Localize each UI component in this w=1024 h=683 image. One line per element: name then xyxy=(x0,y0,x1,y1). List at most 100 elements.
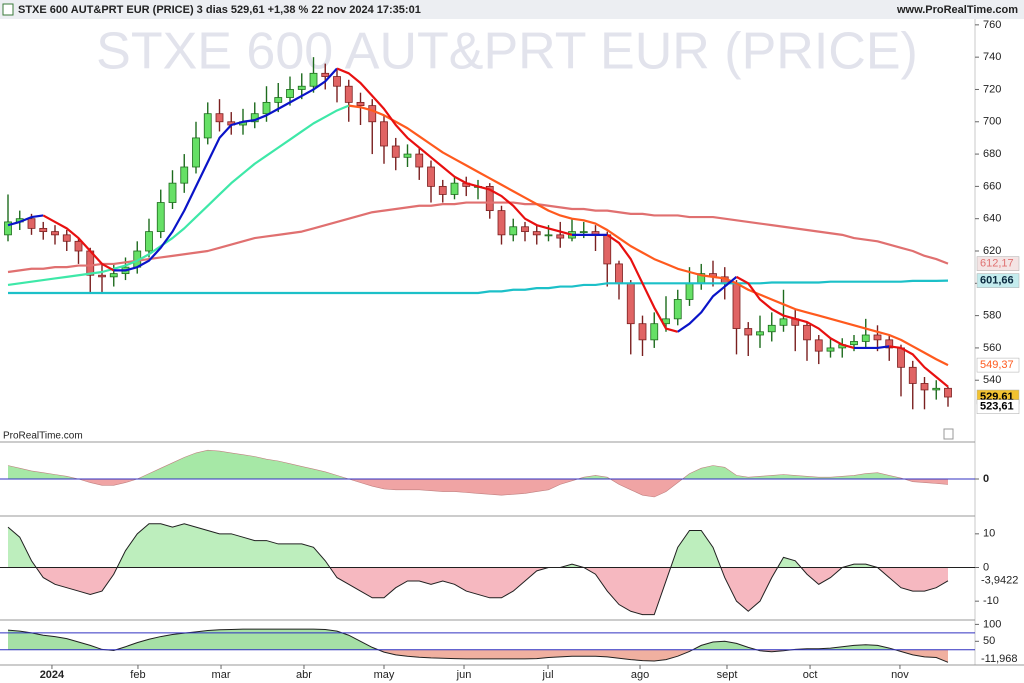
line xyxy=(113,67,338,272)
line xyxy=(889,345,949,388)
y-tick-label: 560 xyxy=(983,342,1001,354)
candle-body xyxy=(145,231,153,252)
candle-body xyxy=(861,334,870,342)
x-tick-label: oct xyxy=(803,669,818,681)
candle-body xyxy=(767,324,776,333)
line xyxy=(8,279,949,295)
brand: ProRealTime.com xyxy=(3,431,83,442)
area-up xyxy=(8,629,948,650)
source: www.ProRealTime.com xyxy=(896,4,1018,16)
candle-body xyxy=(391,145,400,158)
candle-body xyxy=(732,282,741,329)
line xyxy=(7,523,949,616)
candle-body xyxy=(380,121,388,147)
candle-body xyxy=(4,221,12,236)
line xyxy=(7,104,350,287)
y-tick-label: -10 xyxy=(983,595,999,607)
value-label: 612,17 xyxy=(980,258,1014,270)
y-tick-label: 10 xyxy=(983,528,995,540)
x-tick-label: ago xyxy=(631,669,649,681)
y-tick-label: 540 xyxy=(983,374,1001,386)
value-box xyxy=(976,357,1020,373)
area-down xyxy=(105,649,948,663)
candle-body xyxy=(356,101,365,107)
candle-body xyxy=(603,234,612,265)
y-tick-label: 0 xyxy=(983,561,989,573)
chart-title: STXE 600 AUT&PRT EUR (PRICE) 3 dias 529,… xyxy=(18,4,421,16)
candle-body xyxy=(685,282,694,300)
candle-body xyxy=(274,97,283,103)
y-tick-label: 100 xyxy=(983,618,1001,630)
candle-body xyxy=(344,85,353,103)
candle-body xyxy=(850,341,858,346)
candle-body xyxy=(450,182,459,195)
candle-body xyxy=(920,383,929,391)
candle-body xyxy=(27,218,36,229)
line xyxy=(606,233,679,333)
area-up xyxy=(8,523,948,568)
candle-body xyxy=(403,153,412,158)
x-tick-label: abr xyxy=(296,669,312,681)
area-down xyxy=(8,567,948,615)
candle-body xyxy=(626,282,635,325)
candle-body xyxy=(650,323,659,341)
icon xyxy=(2,3,14,16)
y-tick-label: 0 xyxy=(983,473,989,485)
candle-body xyxy=(885,339,894,349)
x-tick-label: jul xyxy=(542,669,554,681)
candle-body xyxy=(438,185,447,195)
x-tick-label: feb xyxy=(130,669,145,681)
candle-body xyxy=(944,387,952,398)
candle-body xyxy=(556,234,565,239)
area-edge xyxy=(7,449,949,498)
candle-body xyxy=(203,113,212,139)
candle-body xyxy=(215,113,224,123)
value-label: 523,61 xyxy=(980,401,1014,413)
y-tick-label: 700 xyxy=(983,116,1001,128)
y-tick-label: 50 xyxy=(983,635,995,647)
candle-body xyxy=(297,85,306,90)
candle-body xyxy=(615,263,623,284)
candle-body xyxy=(109,273,118,278)
line xyxy=(854,345,890,350)
candle-body xyxy=(521,226,529,233)
candle-body xyxy=(427,166,435,187)
candle-body xyxy=(873,334,882,341)
line xyxy=(348,104,949,367)
y-tick-label: 640 xyxy=(983,213,1001,225)
candle-body xyxy=(286,89,294,98)
line xyxy=(336,67,573,236)
candle-body xyxy=(638,323,647,341)
watermark: STXE 600 AUT&PRT EUR (PRICE) xyxy=(96,23,918,81)
y-tick-label: 660 xyxy=(983,180,1001,192)
candle-body xyxy=(415,153,424,168)
line xyxy=(7,214,44,227)
candle-body xyxy=(826,347,835,352)
candle-body xyxy=(192,137,200,168)
candle-body xyxy=(509,226,518,236)
candle-body xyxy=(932,387,941,391)
candle-body xyxy=(544,234,553,237)
candle-body xyxy=(803,324,811,341)
candle-body xyxy=(779,318,788,326)
y-tick-label: 580 xyxy=(983,310,1001,322)
candle-body xyxy=(814,339,823,352)
candle-body xyxy=(39,227,48,233)
candle-body xyxy=(98,274,106,278)
candle-body xyxy=(908,366,917,384)
candle-body xyxy=(744,328,753,336)
candle-body xyxy=(897,347,905,368)
area-down xyxy=(8,479,948,497)
x-tick-label: 2024 xyxy=(40,669,65,681)
info-icon xyxy=(943,428,954,440)
value-box xyxy=(976,256,1020,271)
x-tick-label: jun xyxy=(456,669,472,681)
y-tick-label: 760 xyxy=(983,19,1001,31)
x-tick-label: sept xyxy=(717,669,738,681)
candle-body xyxy=(309,72,318,87)
title-bar xyxy=(0,0,1024,19)
candle-body xyxy=(673,299,682,320)
candle-body xyxy=(532,231,541,236)
candle-body xyxy=(74,240,83,252)
